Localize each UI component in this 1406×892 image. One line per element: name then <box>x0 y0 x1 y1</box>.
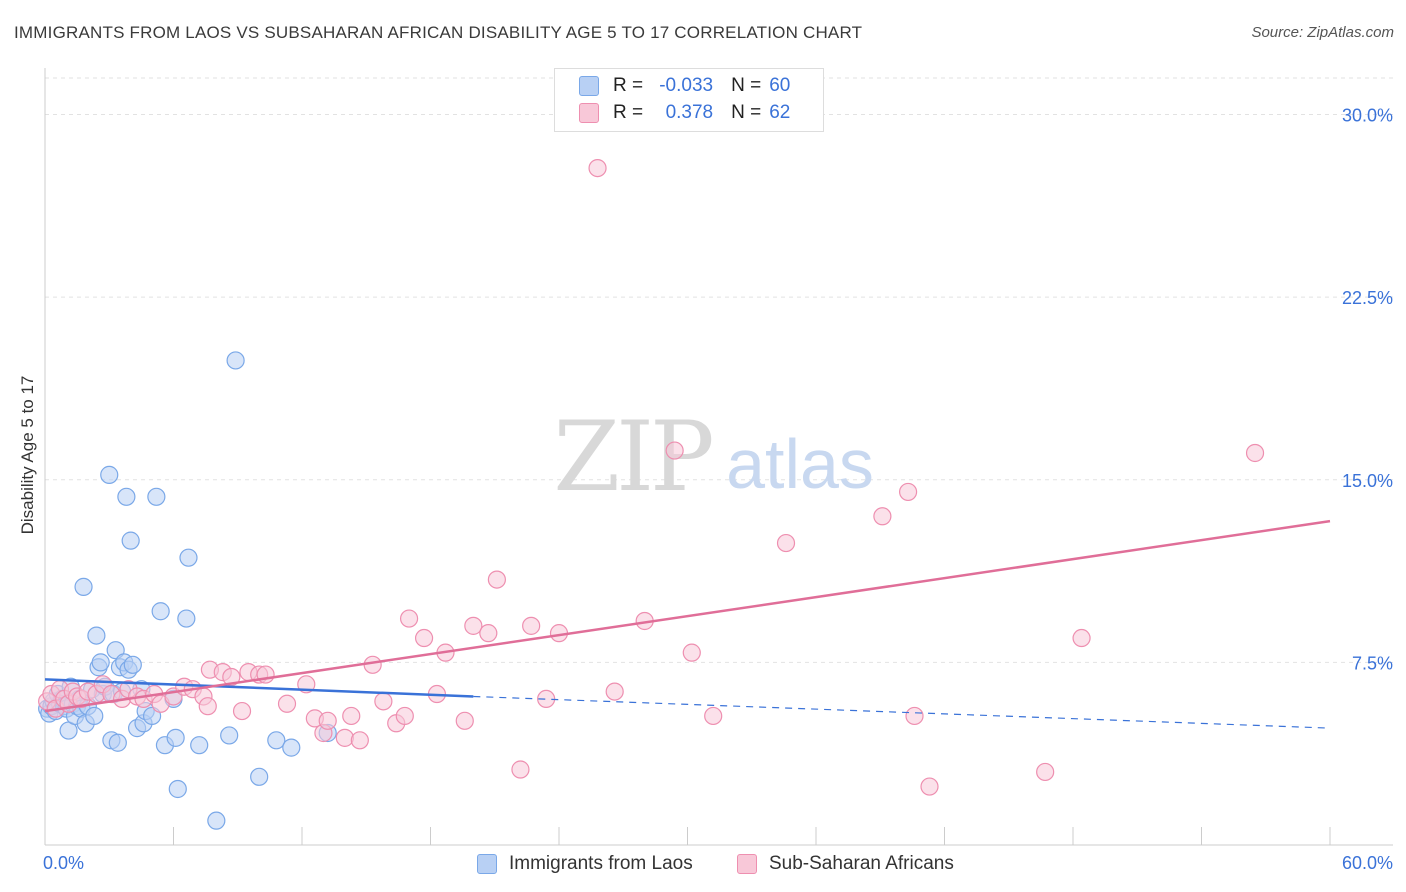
point-laos <box>166 728 185 747</box>
stats-legend: R = -0.033 N = 60 R = 0.378 N = 62 <box>554 68 824 132</box>
point-laos <box>117 487 136 506</box>
point-subsaharan <box>898 482 918 502</box>
point-subsaharan <box>487 570 506 589</box>
point-subsaharan <box>905 706 924 726</box>
point-subsaharan <box>522 616 541 635</box>
point-laos <box>85 706 104 726</box>
trend-line-laos <box>44 678 474 698</box>
y-tick-label: 7.5% <box>1352 653 1393 673</box>
point-laos <box>207 811 226 830</box>
chart-title: IMMIGRANTS FROM LAOS VS SUBSAHARAN AFRIC… <box>14 23 863 42</box>
point-laos <box>87 626 106 645</box>
watermark-atlas: atlas <box>726 425 874 503</box>
point-subsaharan <box>277 694 297 713</box>
point-subsaharan <box>479 624 498 643</box>
point-laos <box>220 726 239 745</box>
series-legend-subsaharan[interactable]: Sub-Saharan Africans <box>737 853 954 875</box>
watermark-zip: ZIP <box>553 401 712 513</box>
point-subsaharan <box>1245 443 1265 463</box>
point-subsaharan <box>414 628 434 648</box>
point-subsaharan <box>1072 628 1091 648</box>
source-label: Source: ZipAtlas.com <box>1251 24 1394 41</box>
series-label-subsaharan: Sub-Saharan Africans <box>769 853 954 874</box>
point-subsaharan <box>198 697 217 716</box>
point-laos <box>177 609 196 628</box>
legend-row-subsaharan: R = 0.378 N = 62 <box>579 101 790 125</box>
point-laos <box>100 465 119 484</box>
point-laos <box>91 653 110 672</box>
n-value-subsaharan: 62 <box>769 102 791 123</box>
point-subsaharan <box>682 643 701 662</box>
point-subsaharan <box>776 533 796 553</box>
point-laos <box>151 602 170 621</box>
y-tick-label: 15.0% <box>1342 471 1393 491</box>
point-subsaharan <box>873 507 892 526</box>
trend-lines <box>44 519 1331 729</box>
point-laos <box>250 767 269 786</box>
point-laos <box>74 577 93 596</box>
point-laos <box>267 731 286 750</box>
trend-line-laos-extension <box>473 695 1331 729</box>
point-laos <box>168 779 187 799</box>
point-laos <box>179 548 198 567</box>
y-tick-label: 22.5% <box>1342 288 1393 308</box>
point-laos <box>282 738 301 757</box>
series-swatch-laos <box>477 854 497 874</box>
point-subsaharan <box>342 706 361 726</box>
point-subsaharan <box>511 760 530 779</box>
point-subsaharan <box>318 711 337 730</box>
x-tick-label-min: 0.0% <box>43 853 84 873</box>
point-laos <box>123 655 142 674</box>
point-subsaharan <box>399 609 419 628</box>
point-subsaharan <box>335 728 354 747</box>
point-subsaharan <box>455 711 474 730</box>
r-value-subsaharan: 0.378 <box>665 102 714 123</box>
r-value-laos: -0.033 <box>659 75 714 96</box>
point-laos <box>108 733 127 752</box>
point-subsaharan <box>232 701 252 721</box>
series-legend-laos[interactable]: Immigrants from Laos <box>477 853 693 875</box>
y-tick-label: 30.0% <box>1342 106 1393 126</box>
point-subsaharan <box>704 706 723 726</box>
n-label: N = <box>731 102 762 123</box>
x-tick-label-max: 60.0% <box>1342 853 1393 873</box>
series-legend: Immigrants from Laos Sub-Saharan African… <box>0 853 1406 877</box>
point-laos <box>147 487 166 506</box>
point-laos <box>226 351 245 370</box>
legend-swatch-laos <box>579 76 599 96</box>
trend-line-subsaharan <box>44 519 1331 713</box>
point-subsaharan <box>464 616 483 635</box>
gridlines <box>45 77 1393 663</box>
r-label: R = <box>613 75 644 96</box>
watermark: ZIP atlas <box>553 401 874 513</box>
tick-labels: 7.5% 15.0% 22.5% 30.0% 0.0% 60.0% <box>43 106 1393 873</box>
point-subsaharan <box>350 731 369 750</box>
point-subsaharan <box>920 777 939 796</box>
point-subsaharan <box>605 682 624 701</box>
point-subsaharan <box>363 655 382 674</box>
axes <box>44 68 1393 846</box>
n-value-laos: 60 <box>769 75 791 96</box>
r-label: R = <box>613 102 644 123</box>
point-subsaharan <box>1036 762 1055 782</box>
legend-swatch-subsaharan <box>579 103 599 123</box>
point-subsaharan <box>665 441 684 460</box>
point-laos <box>190 736 209 755</box>
point-subsaharan <box>588 158 607 178</box>
point-subsaharan <box>374 692 393 711</box>
point-laos <box>121 531 140 550</box>
point-subsaharan <box>395 706 414 726</box>
point-subsaharan <box>222 667 241 687</box>
legend-row-laos: R = -0.033 N = 60 <box>579 74 790 98</box>
data-points <box>38 158 1265 830</box>
series-label-laos: Immigrants from Laos <box>509 853 693 874</box>
series-swatch-subsaharan <box>737 854 757 874</box>
n-label: N = <box>731 75 762 96</box>
